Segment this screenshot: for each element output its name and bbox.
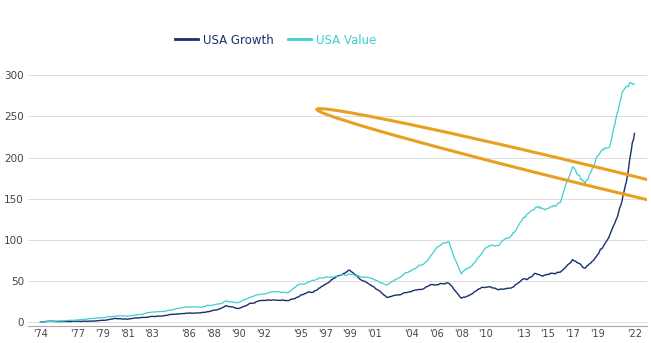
Legend: USA Growth, USA Value: USA Growth, USA Value <box>170 29 381 51</box>
